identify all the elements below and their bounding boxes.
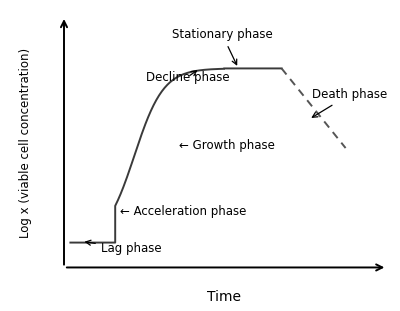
Text: ← Acceleration phase: ← Acceleration phase [120,205,246,218]
Text: Stationary phase: Stationary phase [172,28,273,65]
Text: Decline phase: Decline phase [146,71,229,84]
Text: Lag phase: Lag phase [86,240,162,255]
Text: ← Growth phase: ← Growth phase [179,139,275,152]
Text: Log x (viable cell concentration): Log x (viable cell concentration) [19,48,32,238]
Text: Death phase: Death phase [312,88,387,117]
Text: Time: Time [207,290,241,304]
